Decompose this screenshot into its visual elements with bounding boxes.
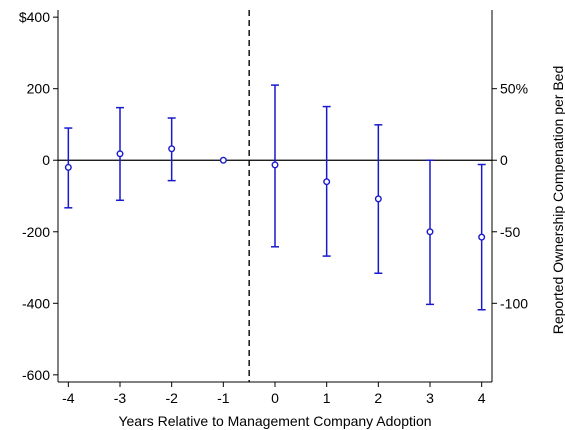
axes-layer xyxy=(53,10,497,387)
y-tick-label-left: -200 xyxy=(22,224,50,240)
y-tick-label-left: -600 xyxy=(22,367,50,383)
point-estimate-marker xyxy=(323,178,331,186)
y-tick-label-right: 0 xyxy=(500,152,508,168)
x-tick-label: 4 xyxy=(478,390,486,406)
point-estimate-marker xyxy=(168,145,176,153)
x-tick-label: 0 xyxy=(271,390,279,406)
y-tick-label-left: $400 xyxy=(19,9,50,25)
point-estimate-marker xyxy=(374,195,382,203)
y-axis-title-right: Reported Ownership Compenation per Bed xyxy=(550,66,565,335)
y-tick-label-right: -100 xyxy=(500,295,528,311)
x-tick-label: 2 xyxy=(374,390,382,406)
x-tick-label: 3 xyxy=(426,390,434,406)
y-tick-label-right: 50% xyxy=(500,81,528,97)
point-estimate-marker xyxy=(478,233,486,241)
y-tick-label-left: 0 xyxy=(42,152,50,168)
y-tick-label-left: -400 xyxy=(22,295,50,311)
point-estimate-marker xyxy=(116,150,124,158)
point-estimate-marker xyxy=(426,228,434,236)
x-tick-label: -1 xyxy=(217,390,230,406)
point-estimate-marker xyxy=(271,161,279,169)
x-tick-label: -4 xyxy=(62,390,75,406)
y-tick-label-left: 200 xyxy=(27,81,51,97)
x-tick-label: -3 xyxy=(114,390,127,406)
x-tick-label: -2 xyxy=(165,390,178,406)
x-axis-title: Years Relative to Management Company Ado… xyxy=(118,413,431,429)
x-tick-label: 1 xyxy=(323,390,331,406)
point-estimate-marker xyxy=(64,163,72,171)
labels-layer: $400 200 0 -200 -400 -600 50% 0 -50 -100 -4 -3 -2 -1 0… xyxy=(19,9,528,406)
point-estimate-marker xyxy=(219,156,227,164)
y-tick-label-right: -50 xyxy=(500,224,520,240)
series-layer xyxy=(64,84,486,311)
